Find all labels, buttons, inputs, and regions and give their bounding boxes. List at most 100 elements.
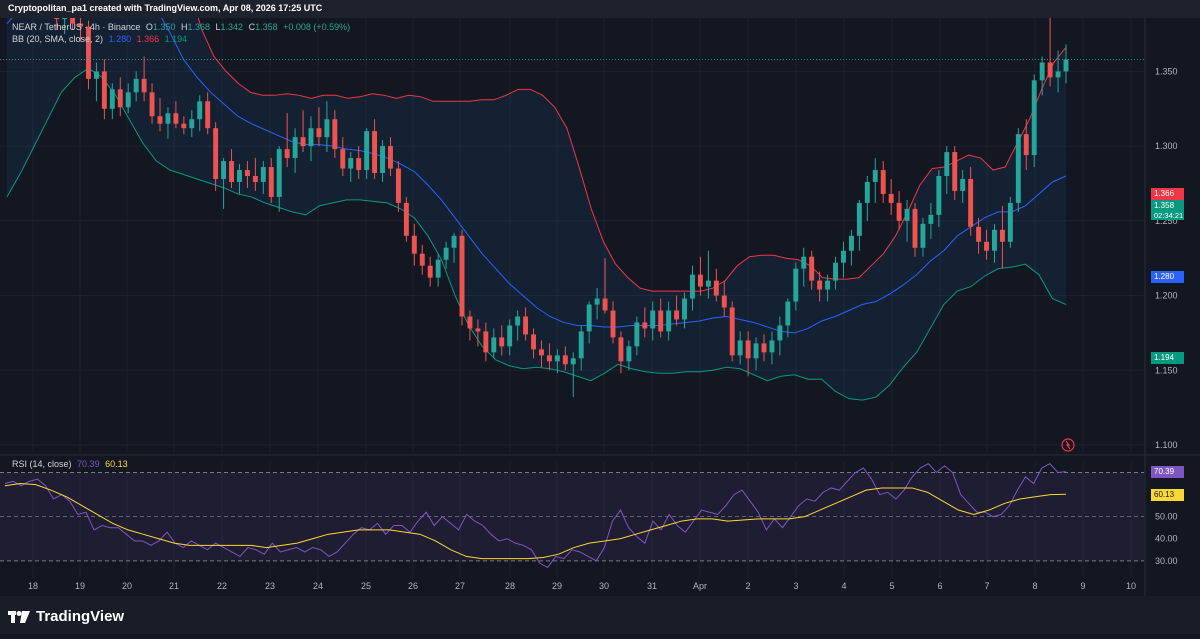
candle-body bbox=[141, 78, 147, 93]
alert-bolt-icon bbox=[1065, 440, 1071, 450]
candle-body bbox=[872, 170, 878, 182]
candle-body bbox=[546, 355, 552, 362]
candle-body bbox=[825, 280, 831, 290]
x-tick-label: 22 bbox=[217, 581, 227, 591]
candle-body bbox=[244, 170, 250, 177]
candle-body bbox=[340, 149, 346, 169]
alert-icon[interactable] bbox=[1061, 438, 1075, 452]
candle-body bbox=[205, 101, 211, 129]
candle-body bbox=[737, 340, 743, 356]
candle-body bbox=[984, 241, 989, 251]
bb-lower-price-tag: 1.194 bbox=[1151, 352, 1184, 364]
candle-body bbox=[308, 128, 314, 147]
candle-body bbox=[809, 256, 815, 281]
candle-body bbox=[109, 89, 115, 109]
x-tick-label: 4 bbox=[841, 581, 846, 591]
rsi-y-tick-label: 30.00 bbox=[1155, 556, 1178, 566]
candle-body bbox=[467, 316, 473, 329]
open-label: O bbox=[145, 22, 153, 32]
candle-body bbox=[276, 149, 282, 197]
x-tick-label: 2 bbox=[745, 581, 750, 591]
candle-body bbox=[372, 131, 378, 174]
bb-lower-line bbox=[6, 67, 1067, 401]
candle-body bbox=[952, 152, 958, 191]
rsi-ma-line bbox=[4, 483, 1067, 560]
candle-body bbox=[332, 119, 338, 150]
x-tick-label: 18 bbox=[28, 581, 38, 591]
candle-body bbox=[125, 92, 131, 108]
rsi-tag-text: 70.39 bbox=[1154, 467, 1175, 476]
rsi-ma-price-tag: 60.13 bbox=[1151, 489, 1184, 501]
candle-body bbox=[713, 280, 719, 296]
x-tick-label: 3 bbox=[793, 581, 798, 591]
candle-body bbox=[594, 298, 600, 305]
candle-body bbox=[539, 349, 544, 356]
candle-body bbox=[785, 301, 791, 326]
candle-body bbox=[1063, 59, 1069, 72]
rsi-legend[interactable]: RSI (14, close) 70.39 60.13 bbox=[12, 459, 131, 469]
candle-body bbox=[928, 214, 934, 224]
symbol-name: NEAR / TetherUS · 4h · Binance bbox=[12, 22, 141, 32]
rsi-line bbox=[4, 463, 1067, 569]
candle-body bbox=[761, 343, 767, 353]
bb-lower-tag-text: 1.194 bbox=[1154, 353, 1175, 362]
candle-body bbox=[658, 310, 664, 332]
x-tick-label: 24 bbox=[313, 581, 323, 591]
candle-body bbox=[999, 229, 1005, 242]
candle-body bbox=[936, 176, 942, 215]
candle-body bbox=[697, 274, 703, 287]
candle-body bbox=[388, 146, 393, 169]
candle-body bbox=[260, 167, 266, 182]
x-tick-label: 10 bbox=[1126, 581, 1136, 591]
bb-upper-tag-text: 1.366 bbox=[1154, 189, 1175, 198]
x-tick-label: 20 bbox=[122, 581, 132, 591]
symbol-legend[interactable]: NEAR / TetherUS · 4h · Binance O1.350 H1… bbox=[12, 22, 353, 32]
x-tick-label: 23 bbox=[265, 581, 275, 591]
candle-body bbox=[610, 310, 616, 338]
candle-body bbox=[848, 235, 854, 251]
x-tick-label: 21 bbox=[169, 581, 179, 591]
candle-body bbox=[960, 178, 966, 191]
candle-body bbox=[427, 265, 433, 278]
candle-body bbox=[976, 226, 982, 242]
x-tick-label: 30 bbox=[599, 581, 609, 591]
candle-body bbox=[920, 223, 926, 248]
current-price-tag: 1.358 02:34:21 bbox=[1151, 200, 1184, 220]
tradingview-logo[interactable]: TradingView bbox=[8, 608, 124, 625]
x-tick-label: 8 bbox=[1032, 581, 1037, 591]
candle-body bbox=[904, 208, 910, 221]
rsi-ma-tag-text: 60.13 bbox=[1154, 490, 1175, 499]
candle-body bbox=[443, 247, 449, 260]
candle-body bbox=[268, 167, 274, 197]
candle-body bbox=[650, 310, 656, 329]
high-label: H bbox=[180, 22, 188, 32]
candle-body bbox=[149, 92, 155, 117]
bb-fill bbox=[7, 0, 1066, 401]
candle-countdown: 02:34:21 bbox=[1154, 211, 1184, 220]
bb-upper-value: 1.366 bbox=[136, 34, 160, 44]
close-label: C bbox=[248, 22, 256, 32]
candle-body bbox=[213, 128, 219, 179]
candle-body bbox=[1023, 134, 1029, 156]
candle-body bbox=[380, 146, 385, 174]
candle-body bbox=[78, 23, 83, 27]
rsi-y-tick-label: 40.00 bbox=[1155, 534, 1178, 544]
bb-lower-value: 1.194 bbox=[164, 34, 188, 44]
candle-body bbox=[690, 274, 695, 299]
candle-body bbox=[284, 149, 290, 159]
candle-body bbox=[793, 268, 799, 302]
candle-body bbox=[642, 322, 648, 329]
candle-body bbox=[1039, 62, 1045, 81]
candle-body bbox=[992, 229, 997, 251]
header-bar: Cryptopolitan_pa1 created with TradingVi… bbox=[0, 0, 1200, 18]
x-tick-label: 31 bbox=[647, 581, 657, 591]
candle-body bbox=[562, 355, 568, 365]
bb-legend[interactable]: BB (20, SMA, close, 2) 1.280 1.366 1.194 bbox=[12, 34, 190, 44]
candle-body bbox=[586, 304, 592, 332]
candle-body bbox=[944, 152, 950, 177]
candle-body bbox=[634, 322, 640, 347]
candle-body bbox=[880, 170, 886, 194]
candle-body bbox=[451, 235, 457, 248]
